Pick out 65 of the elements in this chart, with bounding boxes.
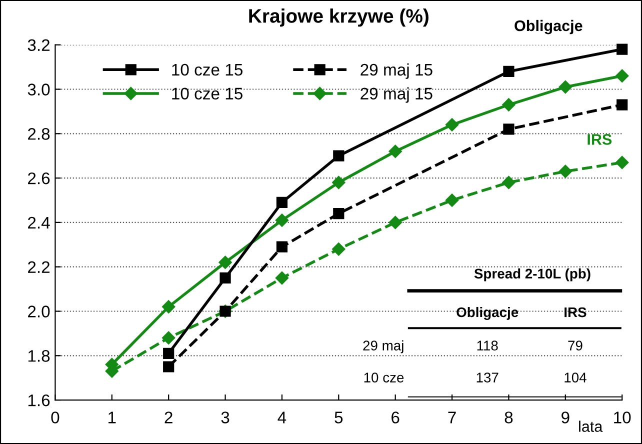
y-tick-label: 2.2: [28, 261, 50, 273]
point: [558, 80, 572, 94]
x-tick-label: 0: [51, 412, 60, 424]
annotation: Spread 2-10L (pb): [474, 268, 590, 282]
x-tick-label: 6: [392, 412, 400, 424]
annotation: IRS: [564, 307, 586, 318]
annotation: 10 cze: [364, 372, 404, 382]
point: [333, 208, 344, 220]
point: [502, 176, 516, 190]
y-tick-label: 2.6: [28, 172, 50, 184]
point: [616, 156, 629, 170]
point: [388, 216, 402, 230]
point: [276, 241, 288, 252]
chart-title: Krajowe krzywe (%): [249, 8, 428, 27]
x-tick-label: 1: [108, 412, 116, 424]
point: [333, 150, 344, 162]
point: [503, 124, 514, 135]
y-tick-label: 3.2: [28, 39, 50, 52]
point: [388, 144, 402, 158]
annotation: Obligacje: [456, 306, 518, 320]
x-tick-label: 4: [278, 412, 286, 424]
annotation: 79: [568, 340, 582, 350]
point: [503, 66, 514, 78]
point: [502, 98, 516, 112]
x-tick-label: 5: [334, 412, 343, 424]
x-tick-label: 7: [448, 412, 456, 424]
point: [162, 331, 176, 344]
point: [616, 99, 628, 110]
x-tick-label: 8: [504, 412, 513, 424]
text: Obligacje: [514, 20, 582, 34]
x-tick-label: 10: [614, 412, 631, 424]
annotation: IRS: [588, 134, 612, 145]
point: [162, 300, 176, 314]
annotation: 104: [564, 372, 586, 382]
legend-label: 29 maj 15: [360, 87, 432, 103]
annotation: 118: [477, 340, 498, 350]
x-tick-label: 9: [562, 412, 570, 424]
y-tick-label: 1.6: [28, 394, 50, 406]
x-axis-title: lata: [579, 420, 603, 432]
point: [163, 361, 174, 372]
point: [558, 164, 572, 178]
point: [616, 44, 628, 55]
legend-label: 10 cze 15: [172, 64, 242, 76]
point: [616, 69, 629, 83]
point: [275, 271, 289, 285]
y-tick-label: 2.8: [28, 128, 50, 140]
point: [332, 176, 346, 190]
legend-label: 10 cze 15: [172, 88, 242, 100]
point: [445, 118, 459, 132]
point: [332, 242, 346, 256]
y-tick-label: 2.4: [28, 216, 50, 228]
point: [163, 348, 174, 359]
x-tick-label: 2: [164, 412, 172, 424]
annotation: 137: [476, 372, 498, 382]
y-tick-label: 1.8: [28, 350, 50, 362]
point: [275, 214, 289, 227]
x-tick-label: 3: [221, 412, 230, 424]
annotation: 29 maj: [363, 340, 404, 354]
point: [276, 196, 288, 208]
y-tick-label: 3.0: [28, 84, 50, 96]
y-tick-label: 2.0: [28, 306, 50, 318]
point: [218, 256, 232, 269]
legend-label: 29 maj 15: [360, 63, 432, 79]
point: [445, 194, 459, 207]
point: [220, 272, 231, 284]
